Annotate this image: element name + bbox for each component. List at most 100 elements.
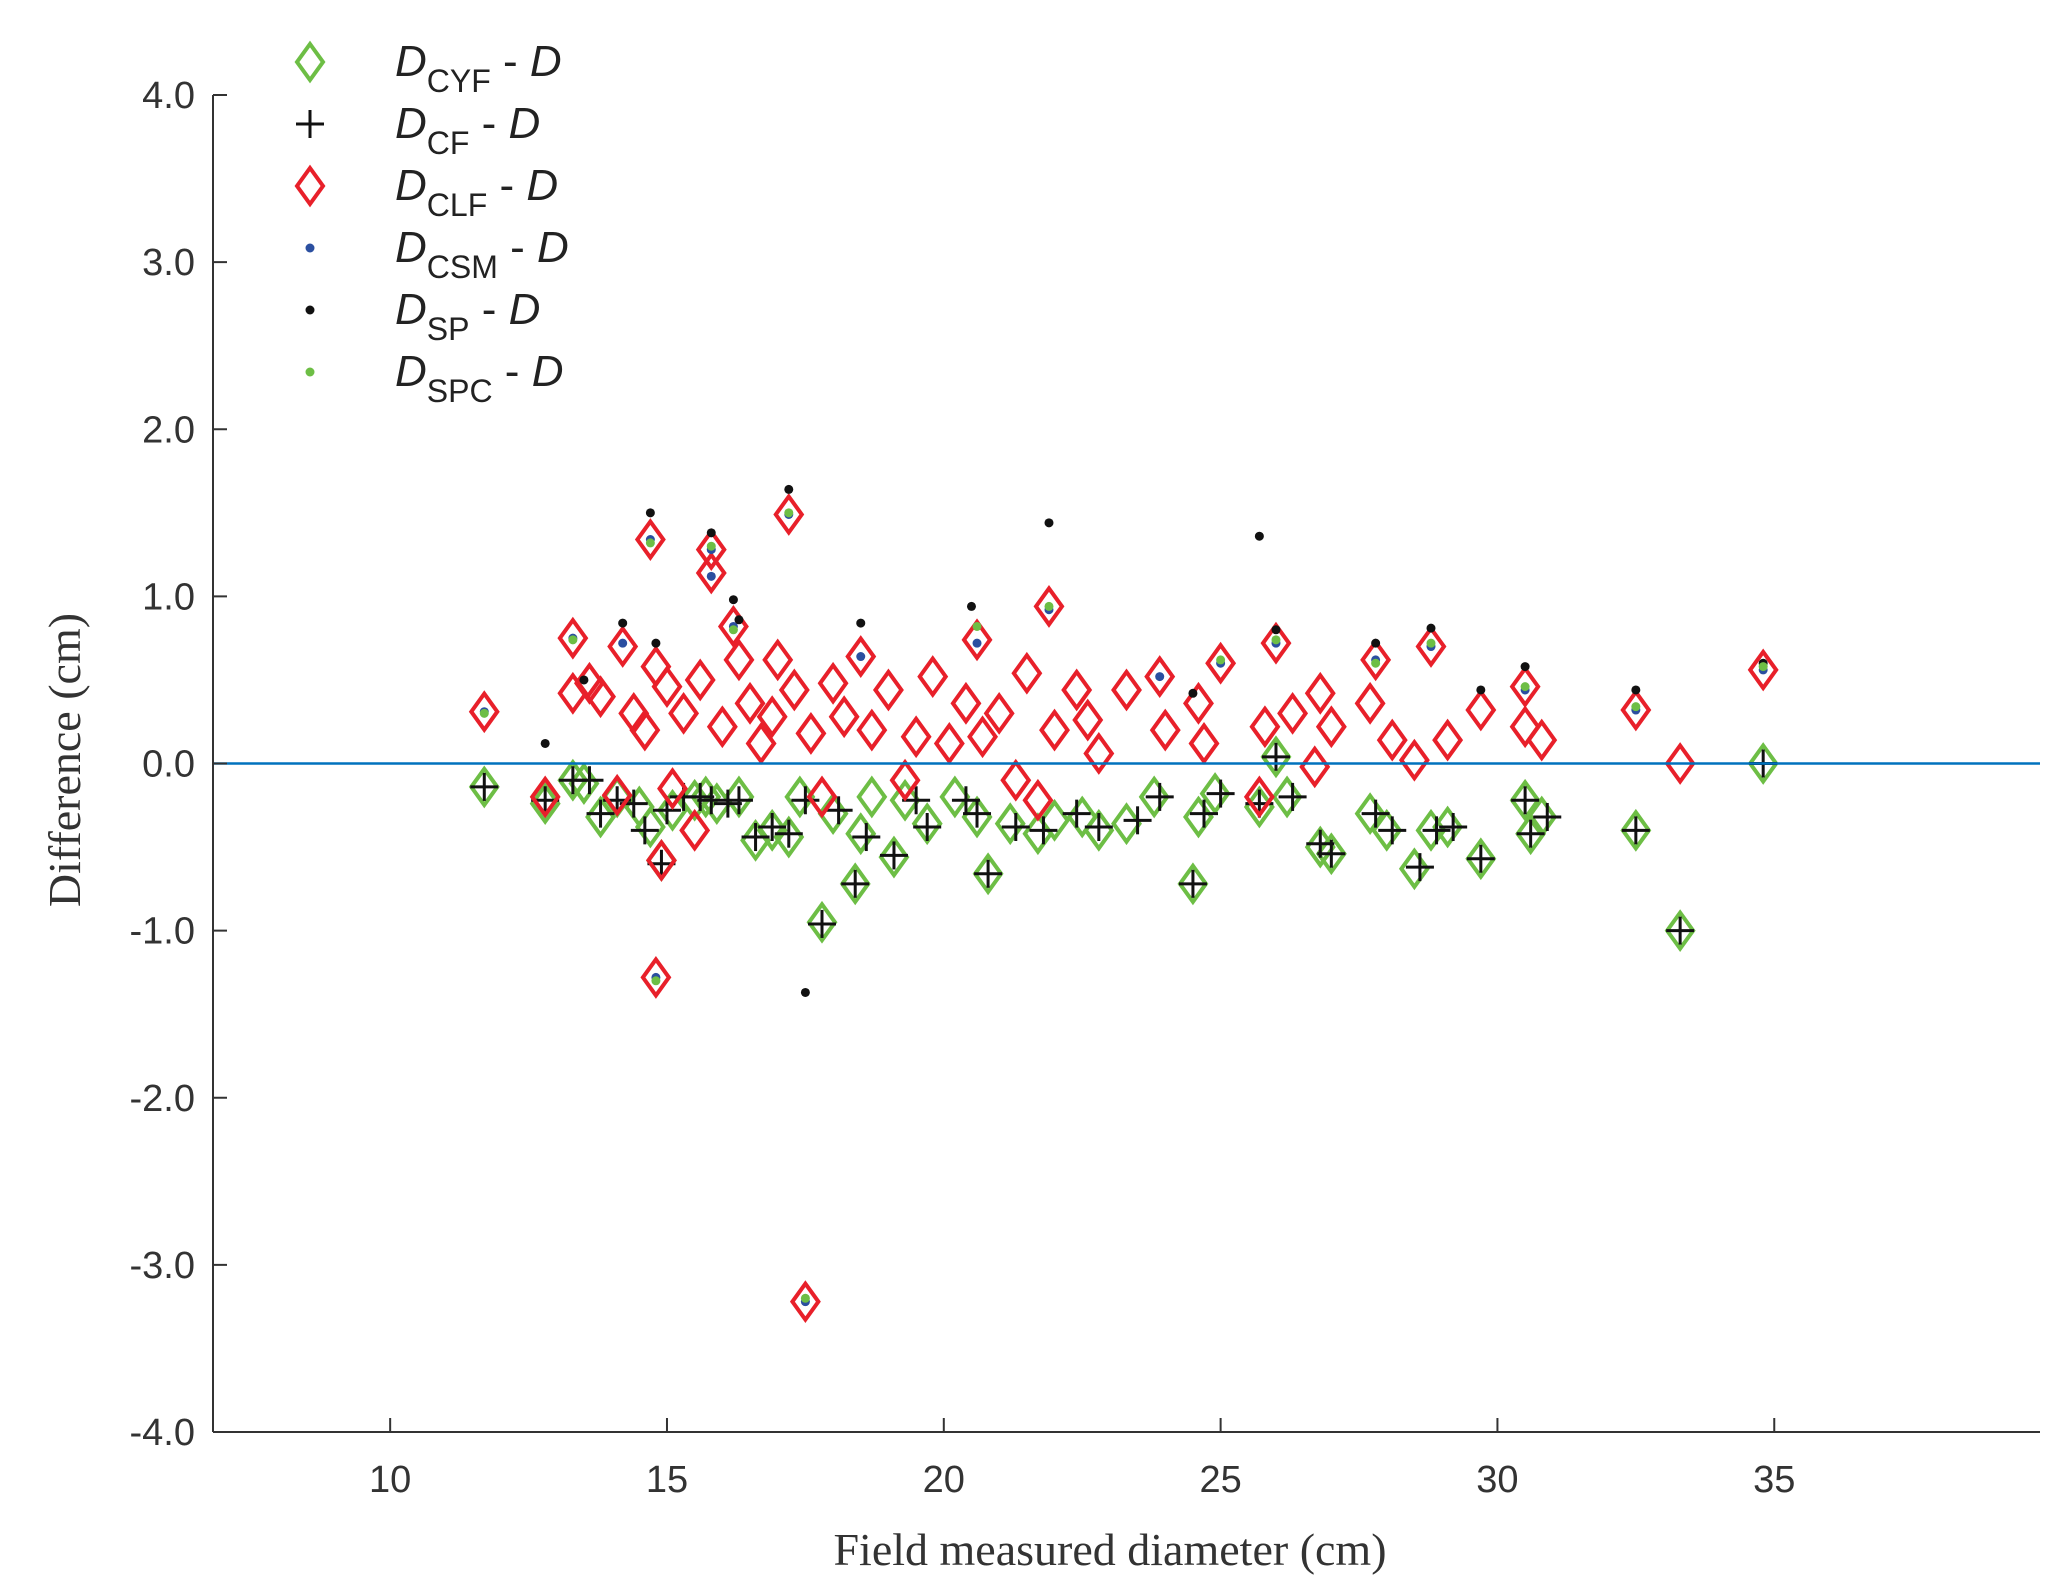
legend-main: D xyxy=(395,223,427,272)
data-point xyxy=(1398,738,1430,782)
data-point xyxy=(1145,782,1174,811)
data-point xyxy=(784,484,794,494)
y-tick-label: -3.0 xyxy=(130,1245,195,1287)
data-point xyxy=(1271,775,1303,819)
data-point xyxy=(745,722,777,765)
data-point xyxy=(913,813,942,842)
legend-sub: CLF xyxy=(427,187,487,223)
legend-sub: CYF xyxy=(427,63,491,99)
data-point xyxy=(1260,621,1292,665)
y-tick-label: 1.0 xyxy=(142,576,195,618)
y-tick-label: 0.0 xyxy=(142,744,195,786)
data-point xyxy=(1084,813,1113,842)
data-point xyxy=(789,1280,821,1324)
legend-marker xyxy=(294,164,326,208)
data-point xyxy=(1398,847,1430,891)
data-point xyxy=(856,708,888,752)
data-point xyxy=(529,782,561,826)
legend-label: DCF - D xyxy=(395,99,540,161)
data-point xyxy=(468,765,500,809)
data-point xyxy=(723,775,755,819)
legend-suffix: - xyxy=(498,223,537,272)
data-point xyxy=(607,625,639,668)
data-point xyxy=(1432,805,1464,849)
data-point xyxy=(1061,668,1093,712)
series-0 xyxy=(468,735,1779,953)
legend-main: D xyxy=(395,161,427,210)
data-point xyxy=(1029,816,1058,845)
data-point xyxy=(856,775,888,819)
data-point xyxy=(706,571,716,581)
data-point xyxy=(651,638,661,648)
x-tick-label: 25 xyxy=(1199,1459,1241,1501)
data-point xyxy=(911,802,943,846)
data-point xyxy=(1254,531,1264,541)
series-2 xyxy=(468,493,1779,1324)
data-point xyxy=(1190,799,1219,828)
data-point xyxy=(1631,702,1641,712)
data-point xyxy=(557,616,589,660)
legend-main: D xyxy=(395,37,427,86)
data-point xyxy=(1361,799,1390,828)
data-point xyxy=(695,551,727,595)
legend-marker xyxy=(305,243,315,253)
data-point xyxy=(1516,819,1545,848)
legend-marker xyxy=(294,40,326,84)
data-point xyxy=(1415,625,1447,668)
data-point xyxy=(795,712,827,755)
series-5 xyxy=(479,508,1768,1303)
data-point xyxy=(1155,672,1165,682)
data-point xyxy=(470,772,499,801)
y-tick-label: 2.0 xyxy=(142,409,195,451)
data-point xyxy=(806,775,838,819)
data-point xyxy=(1111,802,1142,846)
data-point xyxy=(1426,623,1436,633)
data-point xyxy=(1044,601,1054,611)
data-point xyxy=(889,778,921,822)
legend-sub: CF xyxy=(427,125,470,161)
data-point xyxy=(479,708,489,718)
data-point xyxy=(756,808,788,852)
data-point xyxy=(1205,641,1237,685)
legend-marker xyxy=(305,367,315,377)
data-point xyxy=(1432,718,1464,762)
data-point xyxy=(1144,655,1176,699)
legend-entry: DSP - D xyxy=(305,285,540,347)
data-point xyxy=(713,789,742,818)
y-tick-label: -1.0 xyxy=(130,911,195,953)
series-4 xyxy=(540,484,1768,997)
legend-entry: DCLF - D xyxy=(294,161,558,223)
y-tick-label: -4.0 xyxy=(130,1412,195,1454)
data-point xyxy=(601,773,633,817)
data-point xyxy=(762,638,794,682)
data-point xyxy=(808,909,836,938)
data-point xyxy=(634,518,666,561)
data-point xyxy=(1360,638,1392,682)
legend-suffix-italic: D xyxy=(537,223,569,272)
data-point xyxy=(1315,705,1347,749)
data-point xyxy=(800,1293,810,1303)
data-point xyxy=(1509,705,1541,749)
data-point xyxy=(961,618,993,662)
data-point xyxy=(773,815,805,859)
x-axis-label: Field measured diameter (cm) xyxy=(833,1524,1386,1575)
legend-suffix-italic: D xyxy=(509,99,541,148)
legend-entry: DSPC - D xyxy=(305,347,563,409)
data-point xyxy=(575,766,604,795)
data-point xyxy=(1533,802,1562,831)
data-point xyxy=(706,541,716,551)
data-point xyxy=(1123,806,1152,835)
data-point xyxy=(983,691,1015,735)
data-point xyxy=(917,655,949,699)
data-point xyxy=(651,665,683,709)
data-point xyxy=(657,788,688,832)
data-point xyxy=(634,805,666,849)
data-point xyxy=(1011,651,1043,695)
data-point xyxy=(961,795,993,839)
data-point xyxy=(724,786,753,815)
data-point xyxy=(1033,584,1065,628)
tick-labels: 10 15 20 25 30 35 4.0 3.0 2.0 1.0 0.0 -1.0 -2.0 -3.0 -… xyxy=(130,75,1796,1501)
data-point xyxy=(879,841,908,870)
data-point xyxy=(933,722,965,765)
